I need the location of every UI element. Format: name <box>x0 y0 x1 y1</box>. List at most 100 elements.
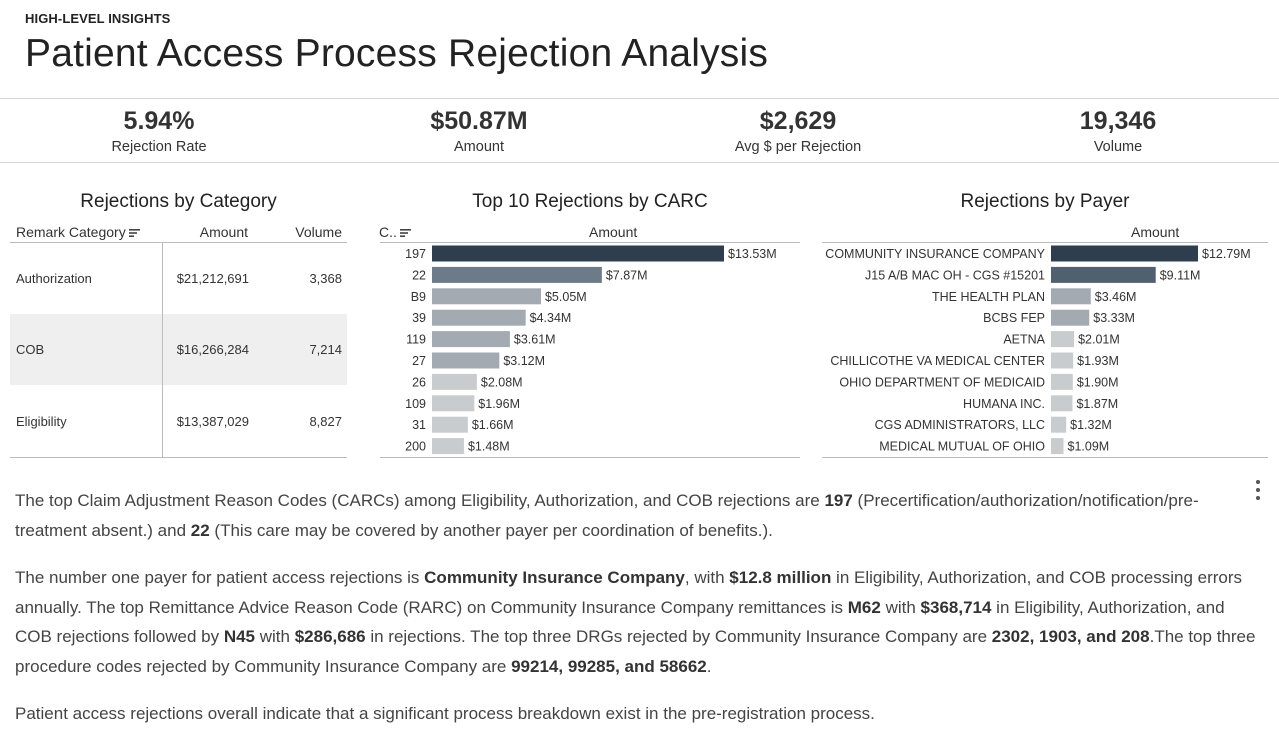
bar[interactable] <box>432 266 602 283</box>
row-amount: $16,266,284 <box>176 342 249 357</box>
bar[interactable] <box>1051 395 1073 412</box>
kpi-label: Avg $ per Rejection <box>734 139 862 155</box>
kpi-avg-per-rejection: $2,629 Avg $ per Rejection <box>668 107 928 155</box>
bar[interactable] <box>432 245 724 262</box>
data-label: $13.53M <box>728 247 777 261</box>
narrative-highlight: $368,714 <box>920 597 992 617</box>
category-table-header: Remark Category Amount Volume <box>10 222 347 243</box>
header-amount[interactable]: Amount <box>199 224 248 240</box>
bar[interactable] <box>1051 288 1091 305</box>
bar[interactable] <box>432 416 468 433</box>
carc-chart-header: C.. Amount <box>379 222 800 243</box>
payer-bar-chart: COMMUNITY INSURANCE COMPANY $12.79M J15 A/… <box>825 245 1251 455</box>
bar[interactable] <box>1051 438 1064 455</box>
category-label: 200 <box>405 440 426 454</box>
header-volume[interactable]: Volume <box>295 224 342 240</box>
data-label: $3.12M <box>503 354 545 368</box>
category-label: MEDICAL MUTUAL OF OHIO <box>879 440 1045 454</box>
header-amount[interactable]: Amount <box>1131 224 1180 240</box>
sort-icon[interactable] <box>399 228 411 238</box>
category-label: CHILLICOTHE VA MEDICAL CENTER <box>830 354 1045 368</box>
narrative-text-segment: .The top three procedure codes rejected … <box>15 627 1256 676</box>
row-volume: 3,368 <box>309 271 342 286</box>
table-row[interactable]: COB $16,266,284 7,214 <box>10 314 347 385</box>
kpi-rejection-rate: 5.94% Rejection Rate <box>29 107 289 155</box>
category-label: 26 <box>412 375 426 389</box>
row-category: COB <box>16 342 45 357</box>
data-label: $4.34M <box>530 311 572 325</box>
row-category: Authorization <box>16 271 92 286</box>
data-label: $1.32M <box>1070 418 1112 432</box>
table-row[interactable]: Eligibility $13,387,029 8,827 <box>10 386 347 457</box>
bar[interactable] <box>1051 352 1074 369</box>
bar[interactable] <box>432 395 475 412</box>
bar[interactable] <box>432 309 526 326</box>
header-label: C.. <box>379 224 397 240</box>
page-title: Patient Access Process Rejection Analysi… <box>25 32 769 75</box>
data-label: $7.87M <box>606 268 648 282</box>
row-volume: 7,214 <box>309 342 342 357</box>
header-carc-code[interactable]: C.. <box>379 224 411 240</box>
carc-bar-chart: 197 $13.53M 22 $7.87M B9 $5.05M 39 $4.34M 119 $3.… <box>405 245 777 455</box>
kpi-amount: $50.87M Amount <box>349 107 609 155</box>
bar[interactable] <box>1051 266 1156 283</box>
category-label: THE HEALTH PLAN <box>932 290 1045 304</box>
header-amount[interactable]: Amount <box>589 224 638 240</box>
header-label: Remark Category <box>16 224 126 240</box>
more-options-icon[interactable] <box>1251 479 1265 503</box>
kpi-value: $2,629 <box>759 107 837 135</box>
bar[interactable] <box>432 288 541 305</box>
bar[interactable] <box>432 352 500 369</box>
category-table-title: Rejections by Category <box>80 191 277 212</box>
narrative-text-segment: in Eligibility, Authorization, and COB r… <box>15 597 1225 647</box>
bar[interactable] <box>1051 309 1090 326</box>
bar[interactable] <box>432 438 464 455</box>
payer-chart-header: Amount <box>822 222 1268 243</box>
bar[interactable] <box>432 373 477 390</box>
row-amount: $21,212,691 <box>176 271 249 286</box>
narrative-paragraph: The top Claim Adjustment Reason Codes (C… <box>15 486 1265 545</box>
row-category: Eligibility <box>16 414 67 429</box>
kpi-value: 19,346 <box>1079 107 1157 135</box>
narrative-highlight: 99214, 99285, and 58662 <box>511 656 707 676</box>
narrative-text-segment: , with <box>684 568 730 587</box>
row-volume: 8,827 <box>309 414 342 429</box>
kpi-value: 5.94% <box>123 107 195 135</box>
category-label: B9 <box>411 290 426 304</box>
data-label: $5.05M <box>545 290 587 304</box>
category-label: 31 <box>412 418 426 432</box>
category-label: 119 <box>406 333 426 347</box>
narrative-text-segment: Patient access rejections overall indica… <box>15 704 875 723</box>
category-label: 27 <box>412 354 426 368</box>
narrative-text-segment: . <box>706 656 712 676</box>
kpi-label: Amount <box>454 139 504 155</box>
category-label: 22 <box>412 268 426 282</box>
narrative-highlight: $286,686 <box>294 627 366 646</box>
bar[interactable] <box>1051 373 1073 390</box>
bar[interactable] <box>1051 245 1198 262</box>
data-label: $1.96M <box>478 397 520 411</box>
data-label: $3.33M <box>1093 311 1135 325</box>
category-label: COMMUNITY INSURANCE COMPANY <box>825 247 1045 261</box>
kpi-volume: 19,346 Volume <box>988 107 1248 155</box>
bar[interactable] <box>432 331 510 348</box>
eyebrow-label: HIGH-LEVEL INSIGHTS <box>25 11 171 26</box>
column-divider <box>162 243 163 458</box>
narrative-highlight: 197 <box>824 491 853 510</box>
narrative-paragraph: Patient access rejections overall indica… <box>15 699 1265 729</box>
table-row[interactable]: Authorization $21,212,691 3,368 <box>10 243 347 314</box>
data-label: $2.08M <box>481 375 523 389</box>
data-label: $1.90M <box>1077 375 1119 389</box>
category-label: HUMANA INC. <box>963 397 1045 411</box>
header-remark-category[interactable]: Remark Category <box>16 224 140 240</box>
data-label: $12.79M <box>1202 247 1251 261</box>
bar[interactable] <box>1051 331 1075 348</box>
narrative-text-segment: (This care may be covered by another pay… <box>209 520 773 540</box>
narrative-text-segment: with <box>255 627 295 646</box>
bar[interactable] <box>1051 416 1067 433</box>
narrative-text-segment: in Eligibility, Authorization, and COB p… <box>15 568 1243 617</box>
narrative-highlight: Community Insurance Company <box>424 568 685 587</box>
sort-icon[interactable] <box>128 228 140 238</box>
kpi-value: $50.87M <box>430 107 528 135</box>
category-label: OHIO DEPARTMENT OF MEDICAID <box>839 375 1045 389</box>
